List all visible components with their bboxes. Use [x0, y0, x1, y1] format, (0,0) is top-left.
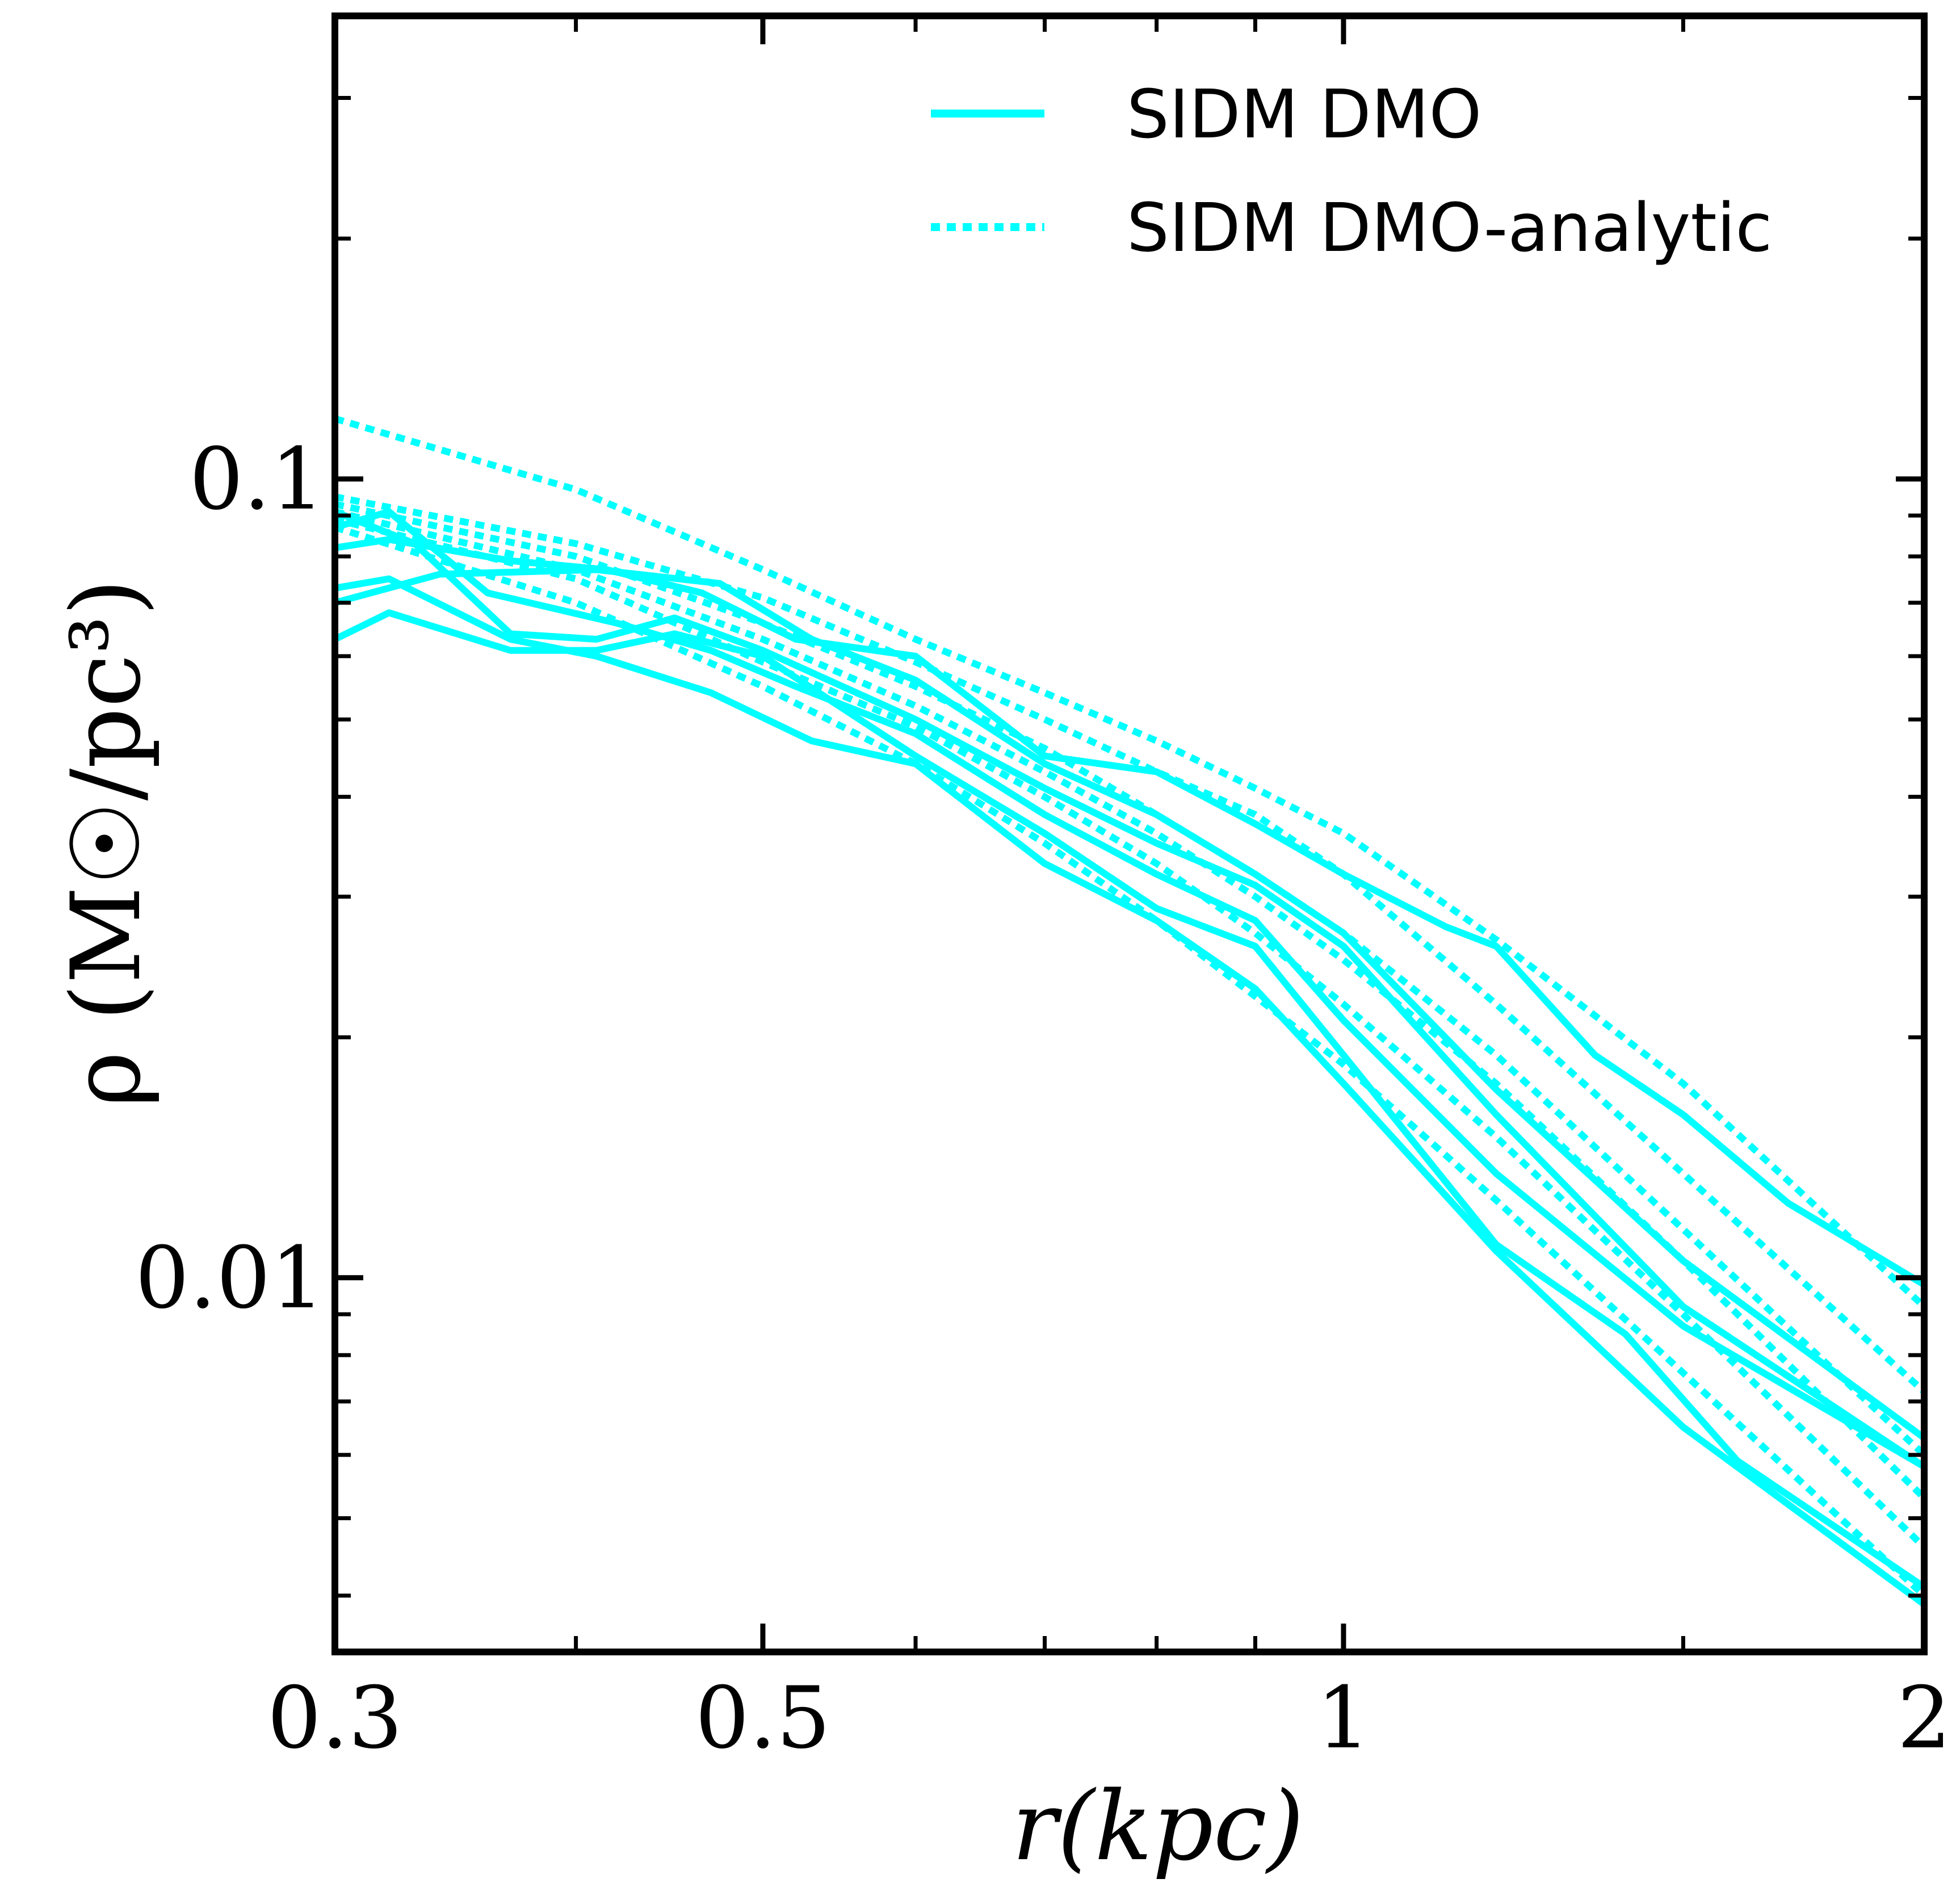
tick-label-layer: 0.3 0.5 1 2 0.01 0.1 [135, 430, 1951, 1768]
x-tick-label: 1 [1316, 1669, 1370, 1768]
x-axis-label: r(kpc) [1012, 1771, 1304, 1882]
simulated-profile-line-1 [335, 566, 1924, 1441]
x-tick-label: 0.3 [267, 1669, 403, 1768]
simulated-profile-line-4 [335, 609, 1924, 1590]
analytic-profile-line-6 [335, 415, 1924, 1310]
y-tick-label: 0.1 [189, 430, 325, 529]
x-tick-label: 2 [1897, 1669, 1951, 1768]
plot-frame [331, 12, 1928, 1655]
x-tick-label: 0.5 [695, 1669, 831, 1768]
analytic-profile-line-10 [335, 516, 1924, 1550]
series-layer [335, 415, 1924, 1608]
simulated-profile-line-5 [335, 575, 1924, 1608]
simulated-profile-line-3 [335, 508, 1924, 1470]
y-tick-label: 0.01 [135, 1229, 325, 1328]
legend: SIDM DMO SIDM DMO-analytic [931, 75, 1772, 267]
legend-label-dotted: SIDM DMO-analytic [1127, 188, 1772, 267]
analytic-profile-line-7 [335, 493, 1924, 1394]
analytic-profile-line-11 [335, 524, 1924, 1599]
y-axis-label: ρ (M☉/pc³) [51, 578, 162, 1107]
legend-label-solid: SIDM DMO [1127, 75, 1481, 153]
simulated-profile-line-2 [335, 508, 1924, 1470]
analytic-profile-line-8 [335, 501, 1924, 1458]
